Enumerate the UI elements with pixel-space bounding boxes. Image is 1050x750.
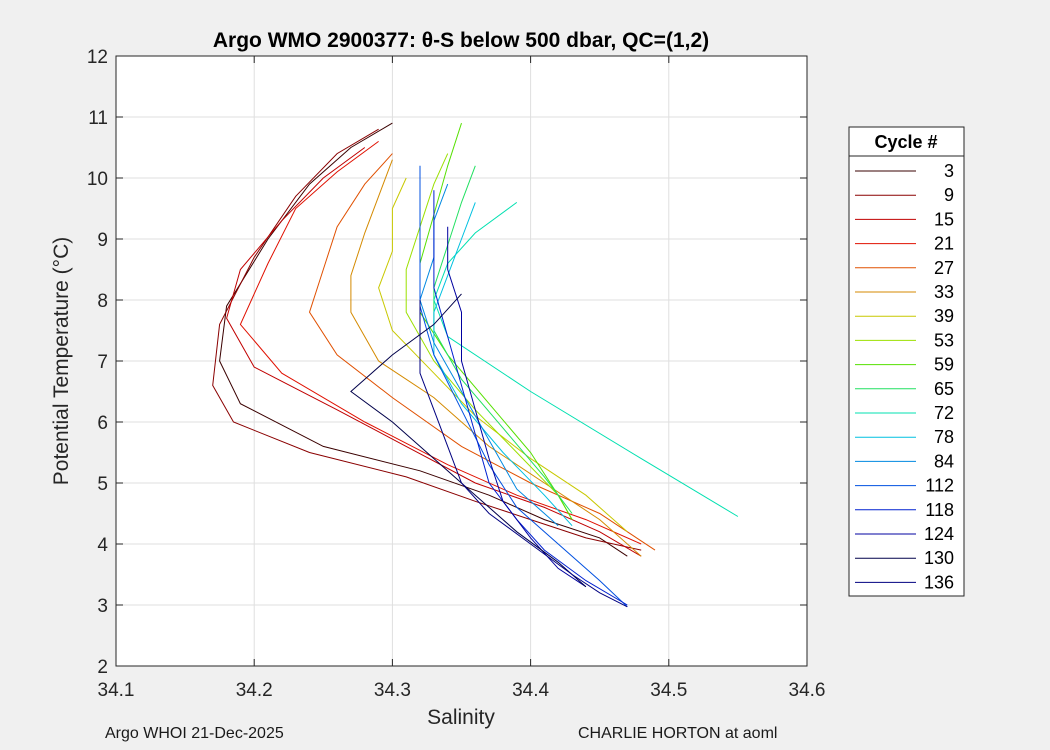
legend-label-cycle-21: 21 [934, 234, 954, 254]
legend-label-cycle-84: 84 [934, 451, 954, 471]
legend-label-cycle-65: 65 [934, 379, 954, 399]
series-line-cycle-15 [226, 147, 642, 557]
y-tick-label: 3 [97, 596, 108, 617]
legend-label-cycle-112: 112 [925, 476, 954, 496]
legend-label-cycle-59: 59 [934, 355, 954, 375]
series-line-cycle-33 [350, 159, 642, 557]
series-line-cycle-39 [378, 177, 628, 533]
legend-label-cycle-3: 3 [944, 161, 954, 181]
x-tick-label: 34.3 [374, 680, 411, 701]
legend-box [848, 126, 965, 597]
y-tick-label: 4 [97, 535, 108, 556]
legend-label-cycle-53: 53 [934, 330, 954, 350]
x-tick-label: 34.1 [98, 680, 135, 701]
y-tick-label: 5 [97, 474, 108, 495]
y-tick-label: 9 [97, 230, 108, 251]
legend-label-cycle-27: 27 [934, 258, 954, 278]
legend-label-cycle-39: 39 [934, 306, 954, 326]
x-tick-label: 34.6 [789, 680, 826, 701]
legend-label-cycle-33: 33 [934, 282, 954, 302]
series-line-cycle-21 [239, 140, 642, 545]
footer-source: Argo WHOI 21-Dec-2025 [105, 725, 284, 742]
y-tick-label: 10 [87, 169, 108, 190]
x-tick-label: 34.5 [650, 680, 687, 701]
series-line-cycle-112 [419, 165, 628, 608]
y-tick-label: 2 [97, 657, 108, 678]
series-group [212, 122, 739, 608]
legend-label-cycle-130: 130 [924, 548, 954, 568]
legend-label-cycle-78: 78 [934, 427, 954, 447]
legend: Cycle # 39152127333953596572788411211812… [848, 126, 965, 597]
legend-label-cycle-136: 136 [924, 572, 954, 592]
legend-title: Cycle # [874, 132, 937, 152]
x-axis-label: Salinity [427, 706, 495, 729]
legend-label-cycle-9: 9 [944, 185, 954, 205]
chart-title: Argo WMO 2900377: θ-S below 500 dbar, QC… [213, 29, 709, 52]
series-line-cycle-130 [350, 293, 587, 588]
legend-label-cycle-15: 15 [934, 209, 954, 229]
y-tick-label: 7 [97, 352, 108, 373]
y-tick-label: 8 [97, 291, 108, 312]
legend-label-cycle-118: 118 [925, 500, 954, 520]
y-tick-label: 11 [88, 108, 108, 129]
series-line-cycle-27 [308, 153, 656, 551]
y-tick-label: 12 [87, 47, 108, 68]
series-line-cycle-72 [433, 201, 739, 517]
series-line-cycle-118 [433, 190, 628, 606]
y-tick-label: 6 [97, 413, 108, 434]
x-tick-label: 34.2 [236, 680, 273, 701]
axis-ticks: 34.1 34.2 34.3 34.4 34.5 34.6 2 3 4 5 6 7 8 9 10 11 12 [87, 47, 826, 701]
x-tick-label: 34.4 [512, 680, 549, 701]
series-line-cycle-124 [447, 226, 587, 588]
footer-operator: CHARLIE HORTON at aoml [578, 725, 778, 742]
series-line-cycle-3 [219, 122, 628, 557]
series-line-cycle-136 [419, 300, 628, 608]
legend-label-cycle-72: 72 [934, 403, 954, 423]
legend-label-cycle-124: 124 [924, 524, 954, 544]
y-axis-label: Potential Temperature (°C) [50, 237, 73, 485]
